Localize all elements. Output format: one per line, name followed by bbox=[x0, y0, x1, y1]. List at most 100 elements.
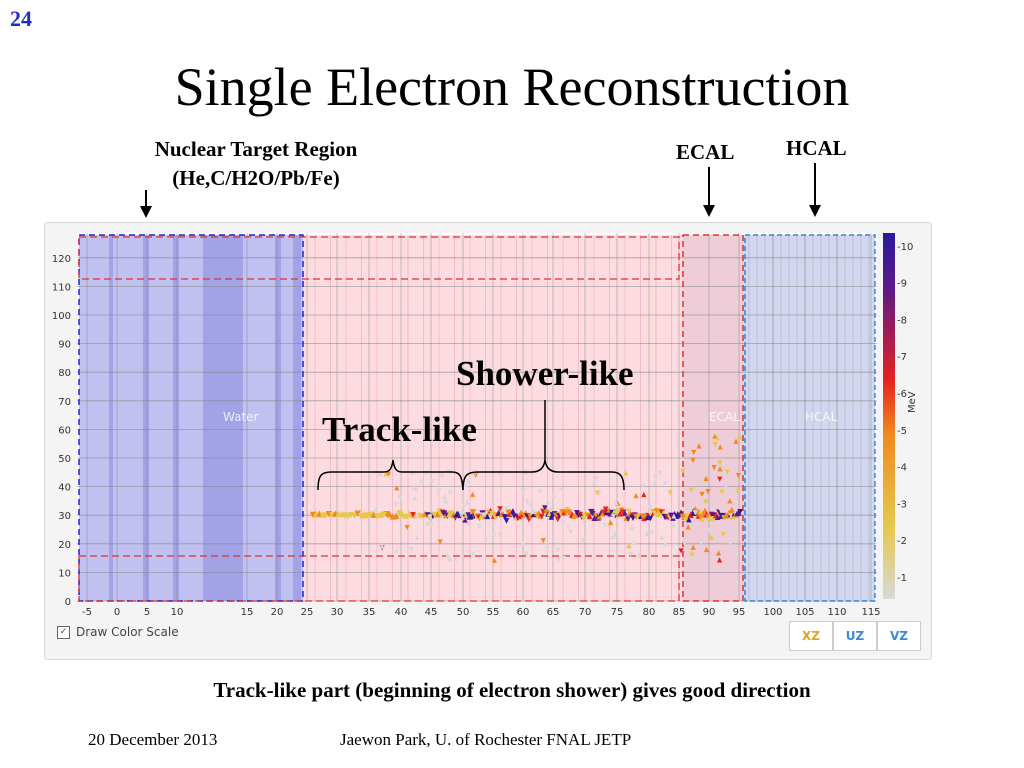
track-hit bbox=[338, 510, 345, 518]
track-hit bbox=[421, 510, 429, 518]
track-hit bbox=[402, 512, 409, 519]
target-module-band-4 bbox=[275, 235, 281, 601]
shower-hit bbox=[550, 492, 557, 498]
track-hit bbox=[542, 505, 548, 511]
shower-hit bbox=[689, 523, 695, 529]
y-tick-label: 70 bbox=[58, 397, 71, 408]
ecal-hit bbox=[691, 449, 697, 456]
region-label-ecal: ECAL bbox=[709, 410, 740, 424]
draw-color-scale-checkbox[interactable]: ✓ bbox=[57, 625, 70, 639]
track-hit bbox=[354, 510, 361, 517]
nuclear-target-label-line1: Nuclear Target Region bbox=[154, 137, 358, 161]
x-tick-label: 80 bbox=[643, 607, 656, 618]
shower-hit bbox=[613, 500, 619, 506]
shower-hit bbox=[410, 512, 416, 518]
shower-hit bbox=[670, 521, 676, 528]
x-tick-label: 75 bbox=[611, 607, 624, 618]
y-tick-label: 30 bbox=[58, 511, 71, 522]
hcal-label: HCAL bbox=[786, 136, 847, 160]
shower-hit bbox=[681, 541, 688, 547]
upper-veto-outline bbox=[78, 236, 680, 280]
x-tick-label: 20 bbox=[271, 607, 284, 618]
y-tick-label: 50 bbox=[58, 454, 71, 465]
shower-hit bbox=[520, 540, 526, 546]
shower-hit bbox=[703, 475, 709, 482]
ecal-arrow-line bbox=[708, 167, 710, 207]
shower-hit bbox=[459, 514, 466, 520]
shower-hit bbox=[662, 541, 668, 547]
shower-hit bbox=[408, 547, 415, 553]
shower-hit bbox=[689, 555, 695, 561]
shower-hit bbox=[464, 499, 470, 505]
shower-hit bbox=[662, 480, 668, 487]
track-hit bbox=[465, 512, 471, 518]
nuclear-target-label: Nuclear Target Region (He,C/H2O/Pb/Fe) bbox=[130, 137, 382, 191]
ecal-hit bbox=[711, 465, 717, 471]
ecal-outline bbox=[682, 234, 744, 602]
ecal-hit bbox=[733, 438, 739, 444]
shower-hit bbox=[404, 524, 410, 531]
shower-hit bbox=[425, 520, 431, 526]
event-display-plot[interactable]: 0 10 20 30 40 50 60 70 80 90 100 110 120 -5 0 5 10 15 20 25… bbox=[45, 223, 931, 619]
shower-hit bbox=[641, 491, 647, 498]
shower-hit bbox=[373, 506, 379, 512]
shower-hit bbox=[667, 490, 673, 496]
shower-hit bbox=[458, 511, 464, 517]
track-hit bbox=[309, 511, 317, 519]
view-xz-button[interactable]: XZ bbox=[789, 621, 833, 651]
y-tick-label: 20 bbox=[58, 540, 71, 551]
shower-hit bbox=[437, 539, 443, 545]
y-tick-label: 90 bbox=[58, 340, 71, 351]
shower-hit bbox=[704, 546, 710, 553]
track-hit bbox=[737, 509, 743, 515]
track-hit bbox=[613, 508, 621, 516]
y-tick-label: 10 bbox=[58, 568, 71, 579]
footer-author: Jaewon Park, U. of Rochester FNAL JETP bbox=[340, 730, 632, 749]
shower-hit bbox=[653, 473, 659, 480]
shower-hit bbox=[723, 484, 729, 490]
shower-hit bbox=[544, 542, 550, 548]
y-tick-label: 80 bbox=[58, 368, 71, 379]
ecal-hit bbox=[720, 532, 726, 538]
draw-color-scale-option[interactable]: ✓ Draw Color Scale bbox=[57, 625, 179, 639]
shower-hit bbox=[503, 505, 510, 512]
shower-hit bbox=[610, 534, 616, 540]
track-hit bbox=[361, 512, 368, 519]
x-tick-label: 40 bbox=[395, 607, 408, 618]
ecal-hit bbox=[690, 544, 696, 550]
track-hit bbox=[655, 510, 662, 518]
x-tick-label: 5 bbox=[144, 607, 150, 618]
target-module-band-1 bbox=[143, 235, 149, 601]
shower-like-label: Shower-like bbox=[456, 354, 634, 393]
shower-hit bbox=[537, 489, 543, 495]
ecal-hit bbox=[699, 491, 705, 497]
shower-hit bbox=[657, 470, 663, 476]
target-module-band-3 bbox=[203, 235, 243, 601]
shower-hit bbox=[708, 534, 714, 540]
x-tick-label: 100 bbox=[763, 607, 782, 618]
x-tick-label: 25 bbox=[301, 607, 314, 618]
track-hit bbox=[548, 514, 555, 520]
ecal-hit bbox=[728, 507, 734, 514]
shower-hit bbox=[393, 502, 399, 508]
shower-hit bbox=[644, 531, 650, 537]
nuclear-target-arrow-head bbox=[140, 206, 152, 218]
view-vz-button[interactable]: VZ bbox=[877, 621, 921, 651]
shower-hit bbox=[628, 551, 634, 557]
footer-date: 20 December 2013 bbox=[88, 730, 218, 749]
ecal-hit bbox=[715, 550, 722, 556]
nuclear-target-arrow-line bbox=[145, 190, 147, 208]
shower-hit bbox=[698, 540, 704, 546]
ecal-hit bbox=[717, 466, 723, 472]
view-uz-button[interactable]: UZ bbox=[833, 621, 877, 651]
colorbar-tick-label: -6 bbox=[897, 389, 907, 400]
shower-hit bbox=[560, 555, 566, 562]
shower-hit bbox=[483, 537, 489, 543]
shower-hit bbox=[727, 540, 733, 547]
y-tick-label: 0 bbox=[65, 597, 71, 608]
track-hit bbox=[319, 511, 326, 518]
shower-hit bbox=[393, 547, 400, 554]
track-hit bbox=[644, 514, 651, 521]
ecal-arrow-head bbox=[703, 205, 715, 217]
colorbar-unit-label: MeV bbox=[907, 391, 918, 413]
